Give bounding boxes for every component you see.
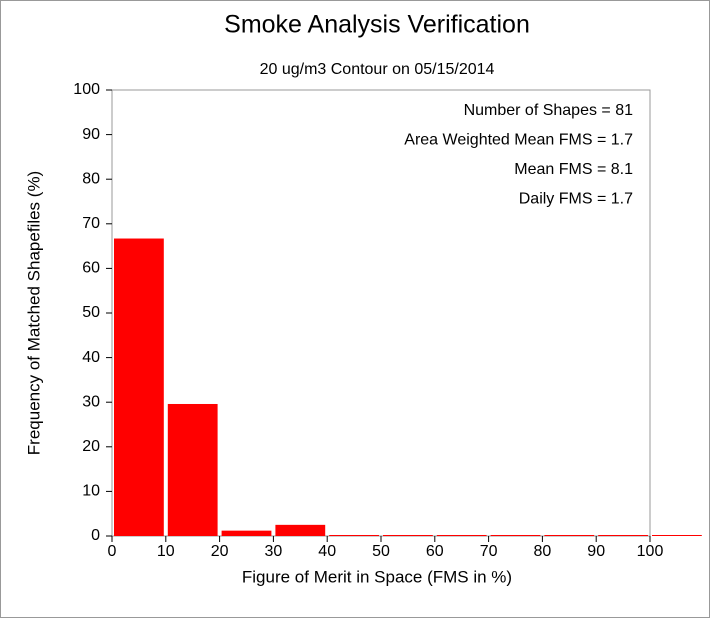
annotation: Mean FMS = 8.1 [514,161,633,178]
bar [436,535,487,536]
bar [114,238,164,536]
y-tick-label: 20 [82,438,100,455]
bar [544,535,595,536]
y-tick-label: 50 [82,304,100,321]
chart-subtitle: 20 ug/m3 Contour on 05/15/2014 [260,61,495,78]
x-tick-label: 20 [211,543,229,560]
bar [383,535,433,536]
x-tick-label: 10 [157,543,175,560]
x-axis-label: Figure of Merit in Space (FMS in %) [242,567,512,586]
y-tick-label: 30 [82,393,100,410]
x-tick-label: 90 [587,543,605,560]
x-tick-label: 100 [637,543,664,560]
y-axis-label: Frequency of Matched Shapefiles (%) [24,171,43,455]
annotation: Area Weighted Mean FMS = 1.7 [404,132,633,149]
x-tick-label: 70 [480,543,498,560]
y-tick-label: 40 [82,349,100,366]
x-tick-label: 60 [426,543,444,560]
y-tick-label: 80 [82,170,100,187]
bar [275,524,326,536]
annotation: Daily FMS = 1.7 [519,191,633,208]
y-tick-label: 10 [82,483,100,500]
y-tick-label: 100 [73,81,100,98]
x-tick-label: 40 [318,543,336,560]
x-tick-label: 50 [372,543,390,560]
y-tick-label: 70 [82,215,100,232]
bar [598,535,648,536]
bar [221,530,272,536]
x-tick-label: 0 [108,543,117,560]
y-tick-label: 60 [82,260,100,277]
bar [490,535,541,536]
bar [329,535,379,536]
x-tick-label: 30 [265,543,283,560]
x-tick-label: 80 [534,543,552,560]
bar [652,535,702,536]
y-tick-label: 0 [91,527,100,544]
y-tick-label: 90 [82,126,100,143]
chart-title: Smoke Analysis Verification [224,11,530,39]
annotation: Number of Shapes = 81 [464,102,634,119]
bar [167,403,218,536]
